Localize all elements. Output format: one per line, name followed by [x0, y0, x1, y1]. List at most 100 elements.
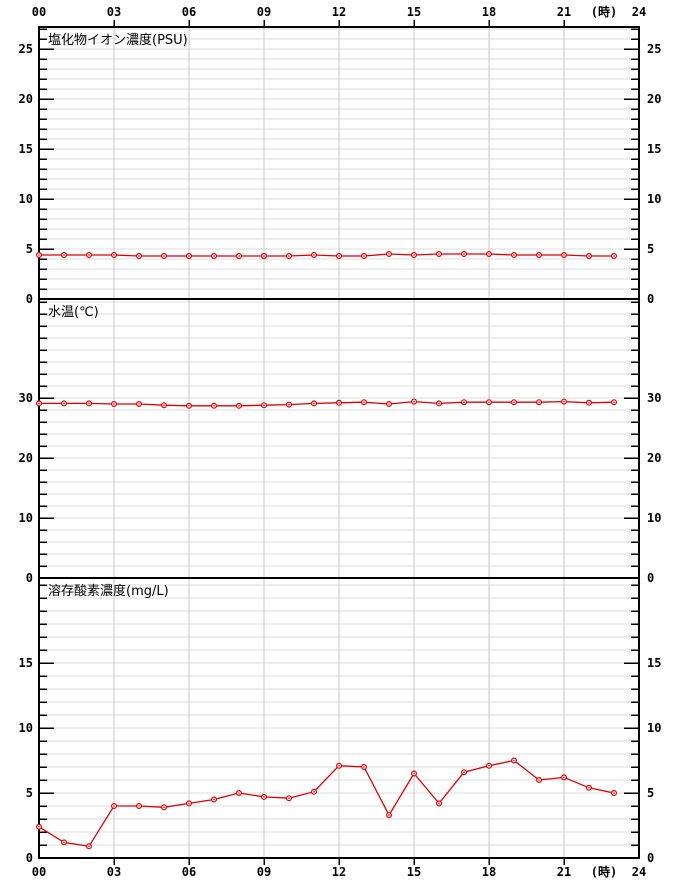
data-point-center	[463, 771, 465, 773]
data-point-center	[438, 402, 440, 405]
y-axis-label-left: 30	[19, 391, 33, 405]
x-axis-top-label: 09	[257, 5, 271, 19]
data-point-center	[413, 400, 415, 403]
data-point-center	[413, 772, 415, 775]
data-point-center	[288, 797, 290, 799]
data-point-center	[138, 403, 140, 405]
y-axis-label-left: 20	[19, 451, 33, 465]
y-axis-label-left: 25	[19, 42, 33, 56]
x-axis-bottom-label: 18	[482, 865, 496, 879]
data-point-center	[388, 403, 390, 405]
data-point-center	[588, 787, 590, 789]
y-axis-label-left: 5	[26, 242, 33, 256]
data-point-center	[263, 255, 265, 257]
data-point-center	[513, 401, 515, 404]
data-point-center	[163, 404, 165, 407]
panel-1: 0 0 5 5 10 10 15 15 20 20 25 25 塩化物イオン濃度(PSU)	[19, 26, 661, 306]
y-axis-label-left: 20	[19, 92, 33, 106]
x-axis-top-unit-label: (時)	[591, 4, 617, 19]
y-axis-label-left: 0	[26, 292, 33, 306]
x-axis-bottom-label: 15	[407, 865, 421, 879]
x-axis-top-label: 00	[32, 5, 46, 19]
data-point-center	[438, 253, 440, 255]
x-gridlines	[113, 578, 565, 858]
data-point-center	[513, 254, 515, 256]
data-point-center	[363, 401, 365, 404]
data-point-center	[388, 814, 390, 816]
data-point-center	[113, 805, 115, 807]
x-axis-bottom-label: 21	[557, 865, 571, 879]
data-point-center	[63, 254, 65, 256]
data-point-center	[363, 766, 365, 768]
data-point-center	[538, 779, 540, 781]
x-axis-bottom-label: 06	[182, 865, 196, 879]
data-point-center	[563, 400, 565, 403]
y-axis-label-right: 10	[647, 721, 661, 735]
y-axis-label-right: 5	[647, 786, 654, 800]
data-point-center	[438, 802, 440, 805]
x-axis-top-label: 12	[332, 5, 346, 19]
data-point-center	[263, 796, 265, 798]
data-point-center	[313, 254, 315, 256]
data-point-center	[113, 254, 115, 256]
y-axis-label-left: 5	[26, 786, 33, 800]
data-point-center	[613, 792, 615, 794]
x-axis-top-label: 18	[482, 5, 496, 19]
x-axis-bottom-label: 03	[107, 865, 121, 879]
data-point-center	[588, 402, 590, 404]
data-point-center	[588, 255, 590, 257]
panel-3: 0 0 5 5 10 10 15 15 溶存酸素濃度(mg/L)	[19, 577, 661, 865]
y-axis-label-right: 15	[647, 656, 661, 670]
data-point-center	[238, 405, 240, 407]
data-point-center	[38, 254, 40, 256]
data-point-center	[213, 255, 215, 257]
data-points	[35, 251, 617, 260]
y-axis-label-right: 30	[647, 391, 661, 405]
x-axis-bottom: 00 03 06 09 12 15 18 21 24 (時)	[32, 858, 646, 879]
x-axis-top-label: 24	[632, 5, 646, 19]
y-axis-label-right: 0	[647, 571, 654, 585]
data-point-center	[538, 254, 540, 256]
x-axis-top: 00 03 06 09 12 15 18 21 24 (時)	[32, 4, 646, 27]
x-axis-top-label: 06	[182, 5, 196, 19]
data-point-center	[113, 403, 115, 405]
panel-title: 塩化物イオン濃度(PSU)	[48, 32, 188, 48]
data-point-center	[338, 764, 340, 767]
data-point-center	[88, 254, 90, 256]
data-point-center	[288, 255, 290, 257]
data-point-center	[488, 764, 490, 767]
data-line	[39, 253, 614, 257]
y-axis-label-left: 15	[19, 142, 33, 156]
data-line	[39, 400, 615, 407]
data-points	[35, 398, 617, 409]
data-point-center	[613, 401, 615, 404]
data-point-center	[63, 402, 65, 405]
data-point-center	[163, 255, 165, 257]
data-point-center	[188, 405, 190, 407]
x-axis-top-label: 03	[107, 5, 121, 19]
data-point-center	[63, 841, 65, 844]
data-point-center	[38, 826, 40, 828]
data-point-center	[563, 254, 565, 256]
data-point-center	[488, 253, 490, 255]
data-point-center	[313, 402, 315, 405]
data-point-center	[313, 790, 315, 793]
data-point-center	[88, 845, 90, 848]
data-point-center	[138, 255, 140, 257]
y-axis-label-right: 10	[647, 192, 661, 206]
y-ticks	[39, 301, 639, 579]
data-point-center	[138, 805, 140, 807]
data-point-center	[413, 254, 415, 256]
data-point-center	[613, 255, 615, 257]
panel-title: 溶存酸素濃度(mg/L)	[48, 583, 169, 599]
x-axis-bottom-label: 24	[632, 865, 646, 879]
y-axis-label-right: 5	[647, 242, 654, 256]
data-point-center	[38, 402, 40, 405]
data-point-center	[213, 405, 215, 407]
data-point-center	[463, 401, 465, 404]
y-axis-label-left: 10	[19, 721, 33, 735]
data-point-center	[288, 403, 290, 406]
data-line	[38, 759, 615, 848]
